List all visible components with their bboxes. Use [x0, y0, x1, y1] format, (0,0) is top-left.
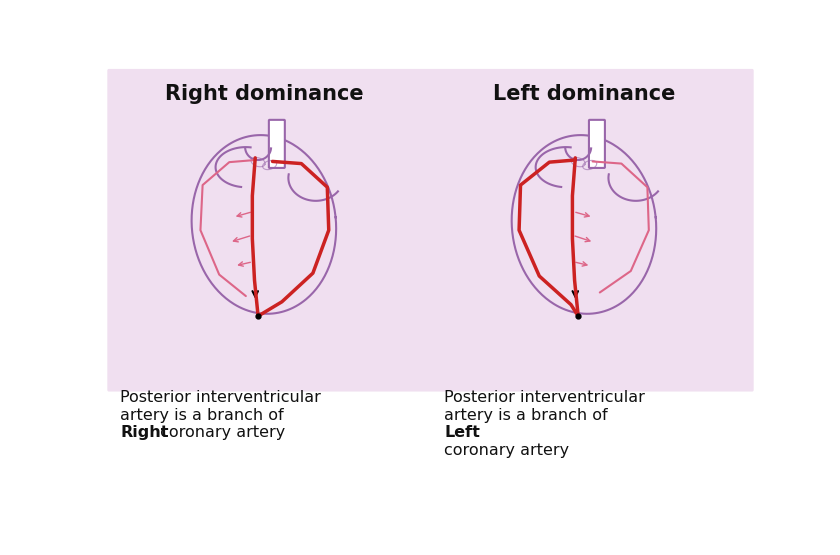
Text: coronary artery: coronary artery	[155, 426, 285, 441]
FancyBboxPatch shape	[108, 69, 753, 391]
Text: Posterior interventricular: Posterior interventricular	[444, 390, 645, 405]
Text: Posterior interventricular: Posterior interventricular	[120, 390, 322, 405]
Text: Left dominance: Left dominance	[493, 84, 675, 104]
FancyBboxPatch shape	[589, 120, 605, 168]
Text: Right dominance: Right dominance	[165, 84, 363, 104]
Text: artery is a branch of: artery is a branch of	[120, 408, 284, 423]
Text: Left: Left	[444, 426, 480, 441]
Text: artery is a branch of: artery is a branch of	[444, 408, 613, 423]
Text: coronary artery: coronary artery	[444, 443, 570, 458]
Text: Right: Right	[120, 426, 169, 441]
FancyBboxPatch shape	[269, 120, 285, 168]
